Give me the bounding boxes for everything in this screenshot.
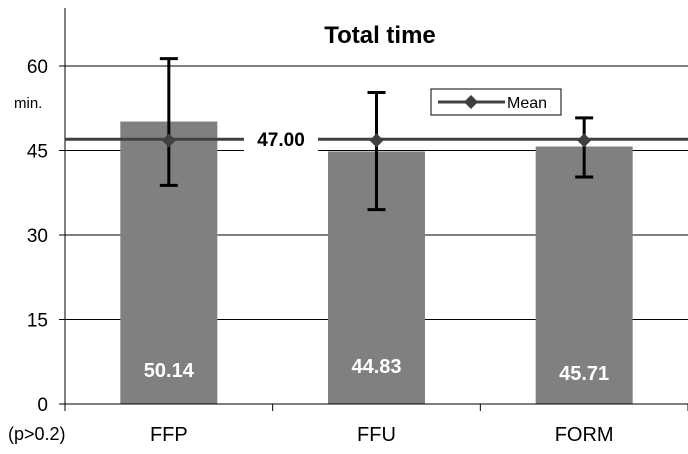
bar-value-label: 50.14 xyxy=(144,360,195,382)
mean-value-label: 47.00 xyxy=(257,130,305,151)
axes: 0 15 30 45 60 xyxy=(27,8,688,416)
x-annotation: (p>0.2) xyxy=(8,424,66,444)
y-axis-label: min. xyxy=(14,95,42,112)
bar-value-label: 44.83 xyxy=(351,356,401,378)
y-tick-label: 15 xyxy=(27,311,48,332)
mean-line-group: 47.00 xyxy=(65,125,688,152)
x-tick-label: FFU xyxy=(357,424,396,446)
legend-label: Mean xyxy=(507,95,547,112)
error-bars xyxy=(159,57,594,212)
y-tick-label: 0 xyxy=(37,395,48,416)
y-tick-label: 60 xyxy=(27,57,48,78)
y-tick-label: 30 xyxy=(27,226,48,247)
labels: FFP FFU FORM 50.14 44.83 45.71 xyxy=(144,356,614,446)
legend-marker xyxy=(464,95,478,109)
legend: Mean xyxy=(430,88,562,116)
y-tick-label: 45 xyxy=(27,142,48,163)
bar-value-label: 45.71 xyxy=(559,363,609,385)
x-tick-label: FORM xyxy=(555,424,614,446)
bar xyxy=(535,146,633,404)
mean-value-box xyxy=(244,125,318,152)
x-tick-label: FFP xyxy=(150,424,188,446)
chart-title: Total time xyxy=(324,22,436,49)
